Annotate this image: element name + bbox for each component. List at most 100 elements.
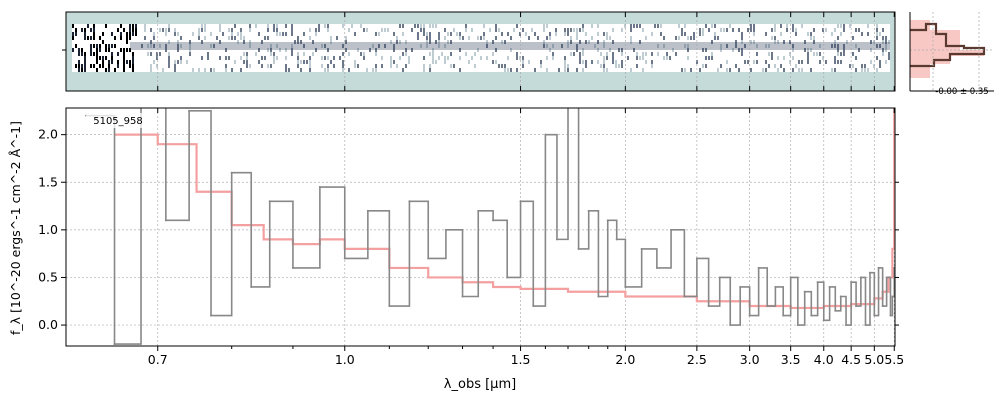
- spectrum-2d-pixel: [837, 24, 839, 28]
- spectrum-2d-pixel: [549, 36, 551, 40]
- spectrum-2d-pixel: [723, 28, 725, 32]
- spectrum-2d-pixel: [753, 28, 755, 32]
- spectrum-2d-pixel: [693, 36, 695, 40]
- data-point: [113, 343, 116, 346]
- spectrum-2d-pixel: [729, 68, 731, 72]
- spectrum-2d-pixel: [564, 56, 566, 60]
- spectrum-2d-pixel: [870, 60, 872, 64]
- spectrum-2d-pixel: [132, 64, 134, 68]
- spectrum-2d-pixel: [531, 28, 533, 32]
- spectrum-2d-pixel: [93, 52, 95, 56]
- spectrum-2d-pixel: [834, 60, 836, 64]
- spectrum-2d-pixel: [888, 40, 890, 44]
- spectrum-2d-pixel: [333, 64, 335, 68]
- spectrum-2d-pixel: [750, 28, 752, 32]
- spectrum-2d-pixel: [507, 32, 509, 36]
- spectrum-2d-pixel: [663, 56, 665, 60]
- spectrum-2d-pixel: [102, 60, 104, 64]
- spectrum-2d-pixel: [99, 64, 101, 68]
- spectrum-2d-pixel: [489, 28, 491, 32]
- data-point: [567, 105, 569, 107]
- spectrum-2d-pixel: [687, 56, 689, 60]
- spectrum-2d-pixel: [168, 52, 170, 56]
- spectrum-2d-pixel: [84, 32, 86, 36]
- spectrum-2d-pixel: [675, 36, 677, 40]
- spectrum-2d-pixel: [168, 24, 170, 28]
- spectrum-2d-pixel: [672, 48, 674, 52]
- spectrum-2d-pixel: [96, 60, 98, 64]
- spectrum-2d-pixel: [354, 60, 356, 64]
- spectrum-2d-pixel: [81, 64, 83, 68]
- spectrum-2d-pixel: [600, 52, 602, 56]
- spectrum-2d-pixel: [702, 28, 704, 32]
- spectrum-2d-pixel: [297, 40, 299, 44]
- spectrum-2d-pixel: [270, 52, 272, 56]
- spectrum-2d-pixel: [273, 28, 275, 32]
- spectrum-2d-pixel: [498, 28, 500, 32]
- spectrum-2d-pixel: [774, 40, 776, 44]
- x-tick-label: 5.0: [864, 352, 884, 367]
- spectrum-2d-pixel: [108, 68, 110, 72]
- spectrum-2d-pixel: [783, 56, 785, 60]
- spectrum-2d-pixel: [93, 44, 95, 48]
- spectrum-2d-pixel: [684, 68, 686, 72]
- spectrum-2d-pixel: [495, 24, 497, 28]
- spectrum-2d-pixel: [297, 60, 299, 64]
- model-point: [156, 143, 159, 145]
- spectrum-2d-pixel: [615, 64, 617, 68]
- spectrum-2d-pixel: [150, 40, 152, 44]
- spectrum-2d-pixel: [459, 36, 461, 40]
- spectrum-2d-pixel: [243, 52, 245, 56]
- spectrum-2d-pixel: [153, 60, 155, 64]
- spectrum-2d-pixel: [459, 32, 461, 36]
- spectrum-2d-pixel: [96, 52, 98, 56]
- spectrum-2d-pixel: [300, 40, 302, 44]
- spectrum-2d-pixel: [120, 48, 122, 52]
- spectrum-2d-pixel: [684, 32, 686, 36]
- spectrum-2d-pixel: [750, 68, 752, 72]
- spectrum-2d-pixel: [705, 64, 707, 68]
- spectrum-2d-pixel: [150, 52, 152, 56]
- spectrum-2d-pixel: [168, 28, 170, 32]
- spectrum-2d-pixel: [135, 24, 137, 28]
- spectrum-2d-pixel: [174, 60, 176, 64]
- spectrum-2d-pixel: [168, 56, 170, 60]
- spectrum-2d-pixel: [153, 36, 155, 40]
- spectrum-2d-pixel: [129, 24, 131, 28]
- spectrum-2d-pixel: [300, 60, 302, 64]
- spectrum-2d-pixel: [90, 52, 92, 56]
- spectrum-2d-pixel: [552, 52, 554, 56]
- spectrum-2d-pixel: [96, 56, 98, 60]
- spectrum-2d-pixel: [780, 24, 782, 28]
- spectrum-2d-pixel: [714, 32, 716, 36]
- spectrum-2d-pixel: [90, 36, 92, 40]
- spectrum-2d-pixel: [867, 32, 869, 36]
- spectrum-2d-pixel: [669, 56, 671, 60]
- data-point: [408, 200, 411, 203]
- spectrum-2d-pixel: [150, 68, 152, 72]
- spectrum-2d-pixel: [738, 68, 740, 72]
- spectrum-2d-pixel: [402, 24, 404, 28]
- spectrum-2d-pixel: [438, 44, 440, 48]
- data-point: [670, 228, 673, 231]
- spectrum-2d-pixel: [129, 60, 131, 64]
- spectrum-2d-pixel: [108, 48, 110, 52]
- spectrum-2d-pixel: [84, 52, 86, 56]
- data-point: [757, 266, 760, 269]
- spectrum-2d-pixel: [612, 28, 614, 32]
- spectrum-2d-pixel: [303, 52, 305, 56]
- spectrum-2d-pixel: [699, 28, 701, 32]
- data-point: [796, 324, 799, 327]
- spectrum-2d-pixel: [144, 24, 146, 28]
- spectrum-2d-pixel: [831, 32, 833, 36]
- spectrum-2d-pixel: [348, 68, 350, 72]
- spectrum-2d-pixel: [474, 52, 476, 56]
- model-point: [696, 300, 698, 303]
- spectrum-2d-pixel: [564, 68, 566, 72]
- spectrum-2d-pixel: [339, 56, 341, 60]
- data-point: [519, 200, 522, 203]
- spectrum-2d-pixel: [243, 60, 245, 64]
- spectrum-2d-pixel: [582, 68, 584, 72]
- spectrum-2d-pixel: [276, 44, 278, 48]
